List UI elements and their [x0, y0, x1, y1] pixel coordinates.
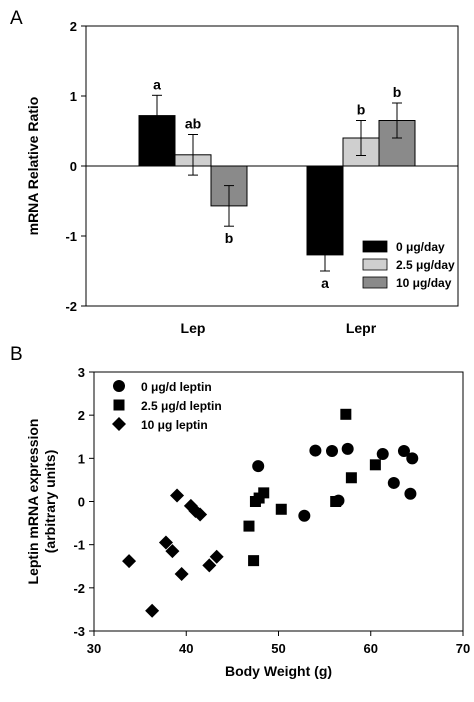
panel-b-x-tick-label: 70: [456, 641, 470, 656]
panel-a-legend-label: 0 μg/day: [396, 240, 445, 254]
panel-b-point-diamond: [122, 554, 137, 569]
panel-b-y-tick-label: -3: [73, 624, 85, 639]
panel-b-legend-label: 0 μg/d leptin: [141, 380, 212, 394]
panel-b-x-axis-label: Body Weight (g): [225, 663, 332, 679]
panel-b-point-circle: [252, 460, 265, 473]
panel-a-label: A: [10, 8, 23, 29]
panel-a-legend-label: 2.5 μg/day: [396, 258, 455, 272]
panel-a-category-label: Lep: [181, 320, 206, 336]
panel-a-legend: 0 μg/day 2.5 μg/day 10 μg/day: [362, 240, 455, 290]
panel-b-x-tick-label: 30: [87, 641, 101, 656]
panel-b-point-diamond: [145, 603, 160, 618]
panel-b-y-axis-label-units: (arbitrary units): [42, 450, 58, 553]
panel-b-scatter-chart: B Leptin mRNA expression (arbitrary unit…: [10, 344, 470, 679]
panel-b-point-circle: [376, 448, 389, 461]
panel-b-legend: 0 μg/d leptin 2.5 μg/d leptin 10 μg leptin: [112, 380, 222, 432]
panel-b-point-square: [369, 459, 381, 471]
panel-b-legend-label: 2.5 μg/d leptin: [141, 399, 222, 413]
panel-b-x-tick-label: 60: [364, 641, 378, 656]
panel-b-x-tick-label: 40: [179, 641, 193, 656]
panel-b-point-diamond: [193, 507, 208, 522]
panel-b-point-circle: [387, 476, 400, 489]
panel-b-point-square: [330, 496, 342, 507]
panel-b-legend-label: 10 μg leptin: [141, 418, 208, 432]
panel-a-significance-label: b: [393, 84, 402, 100]
panel-a-significance-label: b: [225, 230, 234, 246]
panel-b-point-circle: [404, 487, 417, 500]
panel-b-y-tick-label: -1: [73, 538, 85, 553]
panel-a-significance-label: b: [357, 102, 366, 118]
panel-b-point-circle: [309, 444, 322, 457]
panel-b-legend-marker-circle: [113, 380, 125, 392]
panel-b-point-square: [345, 472, 357, 484]
panel-b-y-tick-label: 0: [78, 495, 85, 510]
panel-a-significance-label: a: [153, 76, 161, 92]
panel-b-y-tick-label: 2: [78, 408, 85, 423]
panel-b-point-circle: [397, 444, 410, 457]
panel-b-point-diamond: [209, 549, 224, 564]
panel-a-y-axis-label: mRNA Relative Ratio: [25, 97, 41, 236]
panel-b-point-square: [340, 408, 352, 420]
panel-a-legend-label: 10 μg/day: [396, 276, 452, 290]
panel-b-legend-marker-diamond: [112, 417, 126, 431]
panel-b-point-diamond: [158, 535, 173, 550]
panel-b-point-diamond: [170, 488, 185, 503]
panel-b-plot-frame: [93, 371, 464, 632]
panel-b-label: B: [10, 344, 23, 365]
panel-b-point-square: [258, 487, 270, 499]
panel-a-significance-label: ab: [185, 116, 201, 132]
panel-a-category-label: Lepr: [346, 320, 377, 336]
panel-b-point-diamond: [165, 544, 180, 559]
panel-a-y-tick-label: 2: [70, 19, 77, 34]
panel-b-y-axis-label: Leptin mRNA expression: [25, 419, 41, 585]
panel-a-y-tick-label: -1: [65, 229, 77, 244]
panel-a-significance-label: a: [321, 275, 329, 291]
panel-b-point-diamond: [174, 567, 189, 582]
panel-b-y-tick-label: 1: [78, 451, 85, 466]
panel-b-point-diamond: [202, 558, 217, 573]
panel-b-x-tick-label: 50: [271, 641, 285, 656]
panel-b-y-tick-label: 3: [78, 365, 85, 380]
panel-a-y-tick-label: 0: [70, 159, 77, 174]
panel-b-point-circle: [406, 452, 419, 465]
panel-a-y-tick-label: -2: [65, 299, 77, 314]
panel-a-legend-swatch: [362, 258, 388, 271]
panel-a-y-tick-label: 1: [70, 89, 77, 104]
panel-b-point-circle: [341, 442, 354, 455]
panel-a-legend-swatch: [362, 240, 388, 253]
panel-b-legend-marker-square: [113, 399, 125, 411]
panel-a-legend-swatch: [362, 276, 388, 289]
panel-b-y-tick-label: -2: [73, 581, 85, 596]
panel-b-point-square: [243, 520, 255, 532]
panel-b-point-circle: [298, 509, 311, 522]
panel-b-point-circle: [326, 444, 339, 457]
panel-b-point-square: [248, 555, 260, 567]
panel-b-point-square: [275, 503, 287, 515]
